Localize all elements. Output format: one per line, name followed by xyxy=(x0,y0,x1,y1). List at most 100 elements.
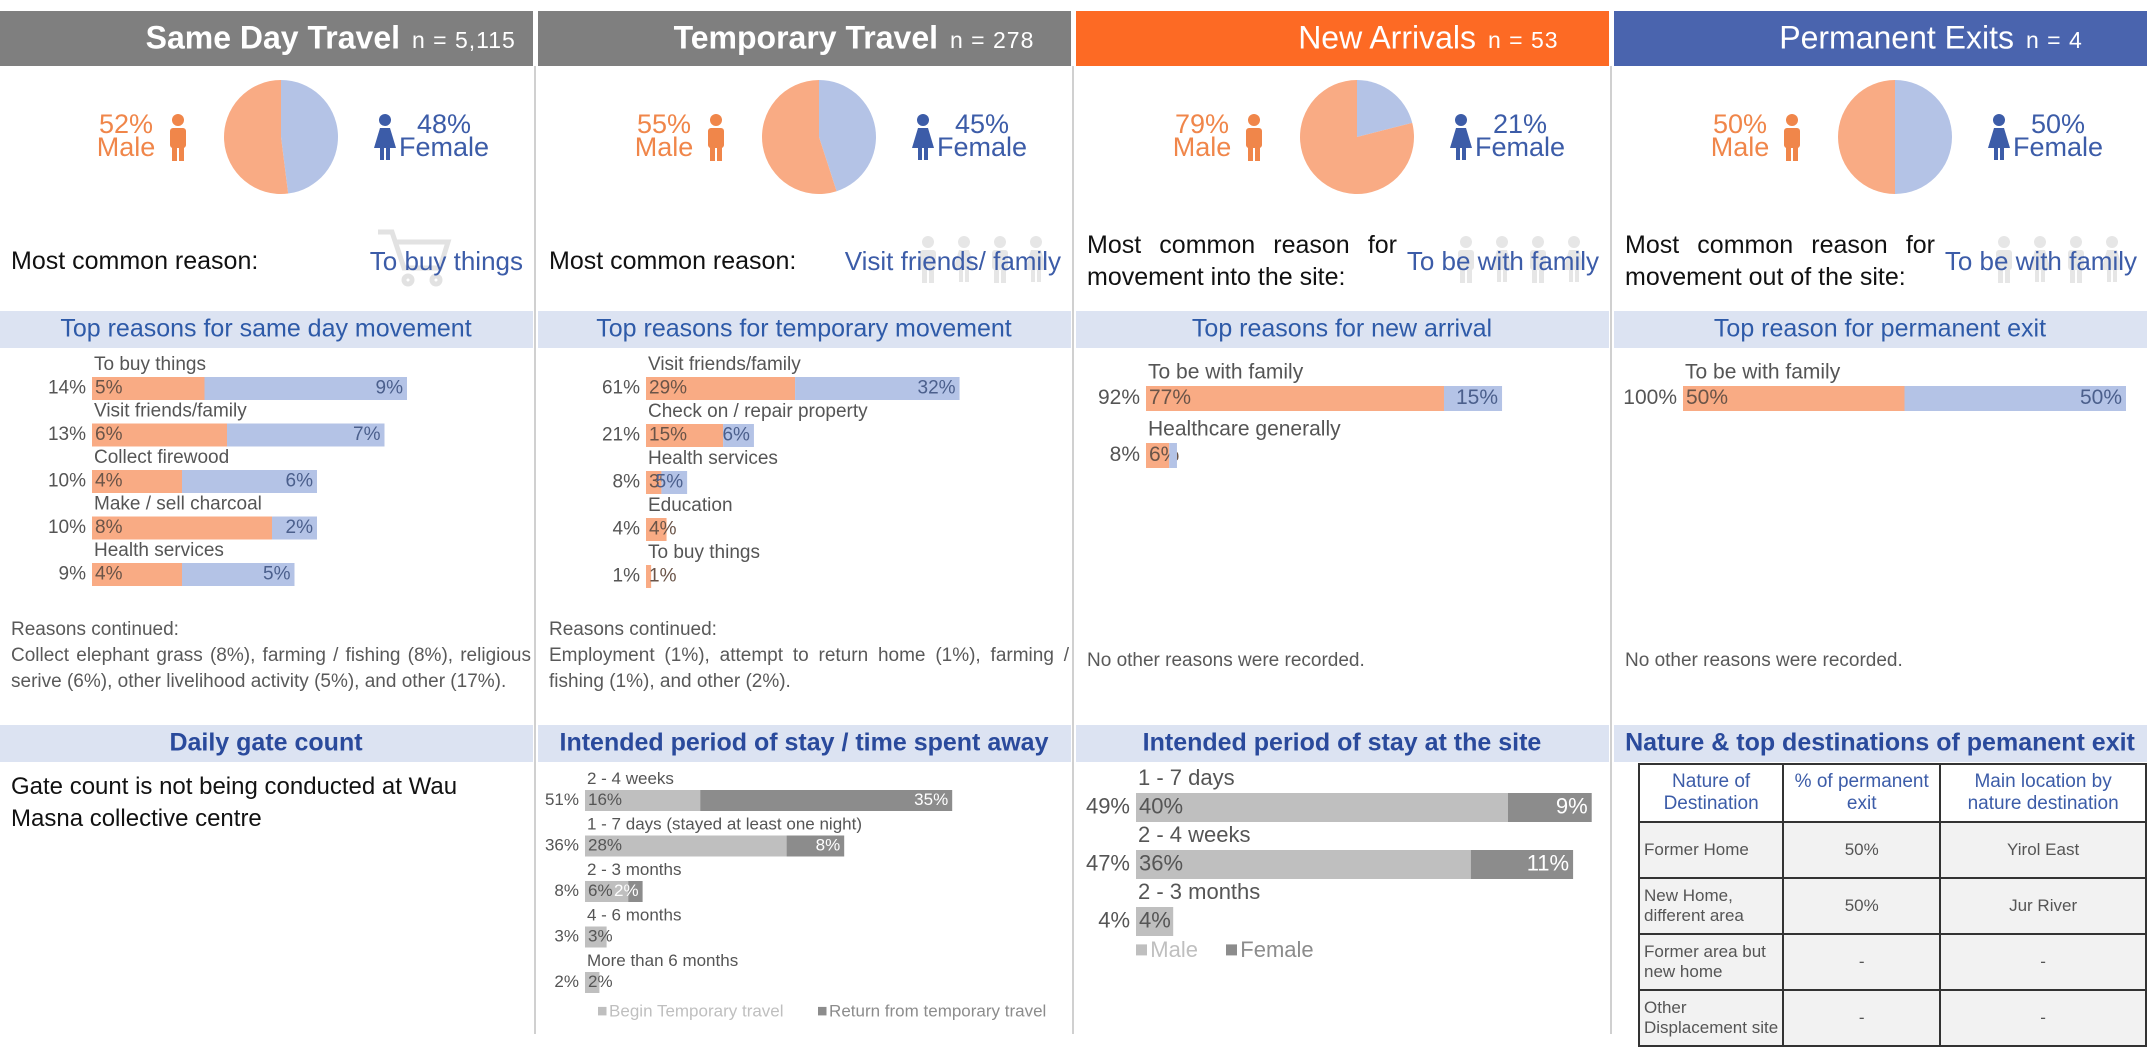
icon-head xyxy=(172,114,184,126)
category-label: Visit friends/family xyxy=(648,354,801,375)
reason-label: Most common reason: xyxy=(549,225,859,297)
icon-leg xyxy=(386,147,390,160)
legend-swatch xyxy=(1226,944,1237,955)
female-label: Female xyxy=(937,132,1027,162)
panel-title: Same Day Travel xyxy=(146,19,400,55)
total-label: 13% xyxy=(48,424,86,445)
value-label: 8% xyxy=(95,517,123,538)
panel: Permanent Exitsn = 450%Male50%FemaleTop … xyxy=(1614,0,2147,1034)
icon-leg xyxy=(1456,147,1460,160)
category-label: Make / sell charcoal xyxy=(94,494,262,515)
panel-title: Permanent Exits xyxy=(1779,19,2014,55)
bar-segment xyxy=(1136,793,1508,822)
value-label: 2% xyxy=(614,881,639,900)
male-label: Male xyxy=(1711,132,1770,162)
icon-leg xyxy=(1255,146,1260,161)
icon-head xyxy=(379,114,391,126)
icon-leg xyxy=(2000,147,2004,160)
sample-size: n = 5,115 xyxy=(412,27,516,53)
icon-head xyxy=(1993,114,2005,126)
total-label: 47% xyxy=(1086,850,1130,875)
reason-label: Most common reason for movement into the… xyxy=(1087,225,1397,297)
total-label: 49% xyxy=(1086,793,1130,818)
total-label: 61% xyxy=(602,378,640,399)
section-title: Daily gate count xyxy=(169,729,363,757)
value-label: 77% xyxy=(1149,386,1191,409)
value-label: 2% xyxy=(286,517,314,538)
reason-label: Most common reason for movement out of t… xyxy=(1625,225,1935,297)
icon-head xyxy=(1248,114,1260,126)
section-title: Top reasons for temporary movement xyxy=(596,315,1012,343)
person-icon xyxy=(1450,114,1472,160)
icon-body xyxy=(708,128,724,148)
value-label: 16% xyxy=(588,790,622,809)
value-label: 4% xyxy=(649,519,677,540)
male-label: Male xyxy=(635,132,694,162)
icon-head xyxy=(917,114,929,126)
category-label: 2 - 3 months xyxy=(1138,879,1260,904)
icon-head xyxy=(1455,114,1467,126)
icon-leg xyxy=(1462,147,1466,160)
table-cell: - xyxy=(1783,990,1940,1046)
legend-swatch xyxy=(1136,944,1147,955)
panel-title: Temporary Travel xyxy=(674,19,938,55)
total-label: 8% xyxy=(1110,443,1140,466)
value-label: 5% xyxy=(263,564,291,585)
icon-leg xyxy=(918,147,922,160)
panel-title: New Arrivals xyxy=(1298,19,1476,55)
value-label: 2% xyxy=(588,972,613,991)
icon-body xyxy=(1784,128,1800,148)
legend-swatch xyxy=(598,1007,607,1016)
icon-leg xyxy=(924,147,928,160)
icon-body xyxy=(374,128,396,148)
panel: Same Day Traveln = 5,11552%Male48%Female… xyxy=(0,0,533,1034)
total-label: 1% xyxy=(613,566,641,587)
category-label: Collect firewood xyxy=(94,447,229,468)
table-cell: Other Displacement site xyxy=(1639,990,1783,1046)
value-label: 35% xyxy=(914,790,948,809)
value-label: 6% xyxy=(588,881,613,900)
reason-value: To be with family xyxy=(1945,225,2137,297)
table-cell: New Home, different area xyxy=(1639,878,1783,934)
dashboard: Same Day Traveln = 5,11552%Male48%Female… xyxy=(0,0,2148,1034)
category-label: Check on / repair property xyxy=(648,401,868,422)
icon-body xyxy=(1246,128,1262,148)
value-label: 6% xyxy=(286,471,314,492)
value-label: 4% xyxy=(95,471,123,492)
category-label: Visit friends/family xyxy=(94,401,247,422)
value-label: 4% xyxy=(95,564,123,585)
value-label: 28% xyxy=(588,835,622,854)
icon-leg xyxy=(717,146,722,161)
category-label: 2 - 3 months xyxy=(587,860,682,879)
table-cell: Jur River xyxy=(1940,878,2146,934)
male-label: Male xyxy=(97,132,156,162)
legend-label: Female xyxy=(1240,937,1313,962)
category-label: To be with family xyxy=(1685,361,1841,384)
category-label: To buy things xyxy=(648,542,760,563)
gate-count-note: Gate count is not being conducted at Wau… xyxy=(11,771,481,835)
value-label: 9% xyxy=(1556,793,1588,818)
value-label: 36% xyxy=(1139,850,1183,875)
category-label: 1 - 7 days (stayed at least one night) xyxy=(587,814,862,833)
value-label: 6% xyxy=(95,424,123,445)
section-title: Top reason for permanent exit xyxy=(1714,315,2046,343)
total-label: 21% xyxy=(602,425,640,446)
category-label: 4 - 6 months xyxy=(587,905,682,924)
table-header-cell: % of permanent exit xyxy=(1783,764,1940,822)
value-label: 9% xyxy=(376,378,404,399)
total-label: 36% xyxy=(545,835,579,854)
table-cell: - xyxy=(1783,934,1940,990)
total-label: 10% xyxy=(48,517,86,538)
value-label: 15% xyxy=(1456,386,1498,409)
sample-size: n = 53 xyxy=(1488,27,1559,53)
icon-leg xyxy=(380,147,384,160)
section-title: Top reasons for new arrival xyxy=(1192,315,1492,343)
total-label: 92% xyxy=(1098,386,1140,409)
table-row: Former area but new home-- xyxy=(1639,934,2146,990)
value-label: 50% xyxy=(1686,386,1728,409)
continued-text: No other reasons were recorded. xyxy=(1087,648,1607,674)
